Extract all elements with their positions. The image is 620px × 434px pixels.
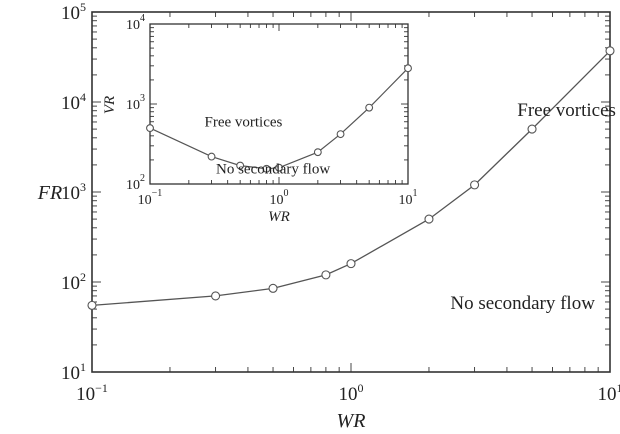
x-tick-label: 101 xyxy=(598,381,620,405)
inset-y-axis-title: VR xyxy=(102,96,118,114)
inset-plot: 10−1 100 101 102 103 104 WR VR Free vortices No s… xyxy=(102,13,418,225)
x-tick-label: 10−1 xyxy=(76,381,108,405)
data-point xyxy=(87,300,97,310)
y-tick-label: 103 xyxy=(61,180,86,204)
data-point xyxy=(346,259,356,269)
inset-axis-ticks xyxy=(149,24,408,185)
inset-data-point xyxy=(207,152,216,161)
region-label: Free vortices xyxy=(517,100,616,121)
data-point xyxy=(470,180,480,190)
inset-data-point xyxy=(313,148,322,157)
inset-x-tick-label: 100 xyxy=(270,188,289,208)
inset-y-tick-label: 102 xyxy=(126,173,145,193)
inset-data-point xyxy=(146,124,154,133)
y-tick-label: 101 xyxy=(61,360,86,384)
data-point xyxy=(268,283,278,293)
plot: 10−1 100 101 101 102 103 104 105 WR FR Free vortic… xyxy=(37,0,620,432)
inset-data-point xyxy=(262,164,271,173)
inset-x-tick-label: 101 xyxy=(399,188,418,208)
inset-plot-background xyxy=(150,24,408,184)
inset-x-axis-title: WR xyxy=(268,209,290,225)
inset-data-point xyxy=(236,161,245,170)
y-tick-label: 105 xyxy=(61,0,86,24)
x-tick-label: 100 xyxy=(339,381,364,405)
inset-data-point xyxy=(275,163,283,172)
y-tick-label: 104 xyxy=(61,90,86,114)
region-label: No secondary flow xyxy=(450,293,595,314)
inset-data-point xyxy=(404,64,412,73)
data-point xyxy=(321,270,331,280)
data-point xyxy=(211,291,221,301)
inset-data-point xyxy=(365,103,374,112)
y-axis-title: FR xyxy=(37,182,62,204)
data-point xyxy=(527,124,537,134)
inset-y-tick-label: 104 xyxy=(126,13,145,33)
inset-region-label: Free vortices xyxy=(204,115,282,131)
y-tick-label: 102 xyxy=(61,270,86,294)
inset-region-label: No secondary flow xyxy=(216,162,330,178)
data-point xyxy=(424,214,434,224)
x-axis-title: WR xyxy=(337,410,366,432)
inset-x-tick-label: 10−1 xyxy=(138,188,163,208)
inset-y-tick-label: 103 xyxy=(126,93,145,113)
data-point xyxy=(605,46,615,56)
inset-data-point xyxy=(336,130,345,139)
axis-ticks xyxy=(91,12,610,373)
